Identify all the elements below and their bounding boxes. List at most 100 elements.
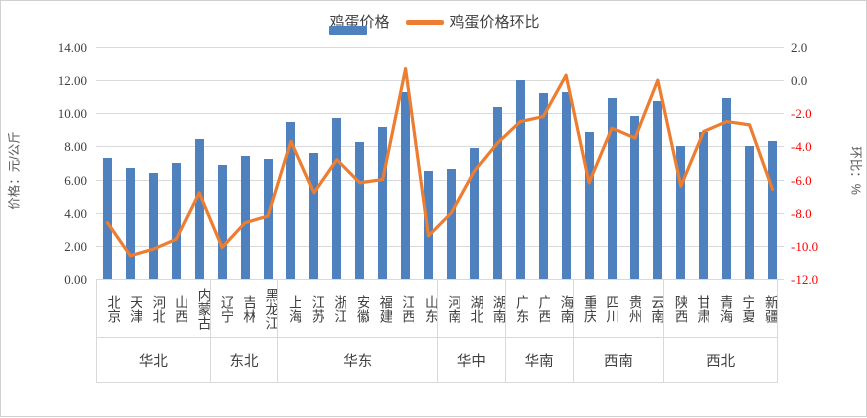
bar	[286, 121, 296, 279]
region-group: 重庆 四川 贵州 云南 西南	[572, 279, 665, 383]
bar	[607, 98, 617, 279]
bar	[584, 132, 594, 279]
province-label: 福建	[377, 295, 392, 323]
region-group: 北京 天津 河北 山西 内蒙古 华北	[96, 279, 211, 383]
gridline	[96, 47, 784, 48]
province-row: 辽宁 吉林 黑龙江	[210, 279, 278, 338]
region-group: 辽宁 吉林 黑龙江 东北	[209, 279, 279, 383]
bar	[676, 146, 686, 279]
region-group: 广东 广西 海南 华南	[504, 279, 574, 383]
province-label: 湖南	[490, 295, 505, 323]
province-label: 北京	[105, 295, 120, 323]
gridline	[96, 212, 784, 214]
y-axis-right-tick-label: -10.0	[791, 238, 819, 254]
bar-series	[96, 47, 784, 279]
province-label: 安徽	[355, 295, 370, 323]
y-axis-right-tick-label: -2.0	[791, 106, 812, 122]
province-label: 江西	[400, 295, 415, 323]
bar	[194, 138, 204, 279]
bar	[171, 163, 181, 279]
bar	[148, 172, 158, 279]
y-axis-left-tick-label: 2.00	[64, 238, 87, 254]
bar	[561, 91, 571, 279]
province-label: 陕西	[672, 295, 687, 323]
y-axis-right-ticks: 2.0 0.0 -2.0 -4.0 -6.0 -8.0 -10.0 -12.0	[791, 1, 851, 418]
province-label: 黑龙江	[263, 288, 278, 330]
bar	[263, 158, 273, 279]
bar	[722, 98, 732, 279]
y-axis-left-tick-label: 4.00	[64, 205, 87, 221]
gridline	[96, 146, 784, 148]
province-label: 天津	[128, 295, 143, 323]
province-label: 山西	[173, 295, 188, 323]
bar	[492, 106, 502, 279]
y-axis-left-title: 价格：元/公斤	[7, 131, 22, 210]
y-axis-right-tick-label: -12.0	[791, 272, 819, 287]
province-label: 广东	[514, 295, 529, 323]
bar	[125, 167, 135, 279]
region-label: 华东	[278, 338, 437, 383]
province-label: 湖北	[468, 295, 483, 323]
line-path	[105, 66, 775, 258]
province-label: 河南	[446, 295, 461, 323]
bar	[699, 131, 709, 279]
province-label: 重庆	[582, 295, 596, 323]
region-label: 华中	[437, 338, 505, 383]
province-label: 贵州	[626, 295, 641, 323]
gridline	[96, 113, 784, 115]
province-label: 内蒙古	[195, 288, 210, 330]
province-label: 上海	[287, 295, 302, 323]
region-label: 东北	[210, 338, 278, 383]
legend-label-line: 鸡蛋价格环比	[449, 13, 540, 31]
y-axis-left-ticks: 14.00 12.00 10.00 8.00 6.00 4.00 2.00 0.00	[21, 1, 87, 418]
legend-swatch-line-icon	[405, 19, 444, 25]
province-row: 河南 湖北 湖南	[437, 279, 505, 338]
province-row: 陕西 甘肃 青海 宁夏 新疆	[664, 279, 777, 338]
bar	[355, 142, 365, 279]
bar	[401, 91, 411, 279]
province-label: 辽宁	[218, 295, 233, 323]
bar	[332, 118, 342, 279]
region-group: 河南 湖北 湖南 华中	[436, 279, 506, 383]
gridline	[96, 279, 784, 280]
y-axis-left-tick-label: 0.00	[64, 272, 87, 287]
bar	[102, 158, 112, 279]
y-axis-right-tick-label: -6.0	[791, 172, 812, 188]
bar	[653, 100, 663, 279]
province-row: 北京 天津 河北 山西 内蒙古	[97, 279, 210, 338]
y-axis-left-tick-label: 10.00	[57, 106, 87, 122]
legend-item-bar[interactable]: 鸡蛋价格	[329, 13, 390, 35]
bar	[309, 153, 319, 279]
bar	[240, 156, 250, 279]
bar	[446, 168, 456, 279]
plot-area	[96, 47, 784, 280]
y-axis-left-tick-label: 6.00	[64, 172, 87, 188]
province-label: 宁夏	[740, 295, 755, 323]
region-group: 陕西 甘肃 青海 宁夏 新疆 西北	[663, 279, 778, 383]
gridline	[96, 245, 784, 247]
province-label: 云南	[649, 295, 664, 323]
legend-label-bar: 鸡蛋价格	[329, 13, 390, 31]
province-label: 河北	[150, 295, 165, 323]
province-label: 山东	[422, 295, 437, 323]
region-label: 西北	[664, 338, 777, 383]
legend-item-line[interactable]: 鸡蛋价格环比	[405, 13, 540, 31]
legend-swatch-bar-icon	[329, 26, 368, 35]
y-axis-left-tick-label: 8.00	[64, 139, 87, 155]
line-series	[105, 66, 775, 258]
bar	[630, 115, 640, 279]
y-axis-right-tick-label: -4.0	[791, 139, 812, 155]
gridline	[96, 80, 784, 82]
y-axis-right-tick-label: -8.0	[791, 205, 812, 221]
chart-legend: 鸡蛋价格 鸡蛋价格环比	[1, 9, 867, 35]
region-group: 上海 江苏 浙江 安徽 福建 江西 山东 华东	[277, 279, 438, 383]
province-label: 甘肃	[695, 295, 710, 323]
bar	[745, 145, 755, 279]
province-label: 四川	[604, 295, 619, 323]
province-label: 海南	[558, 295, 573, 323]
province-label: 江苏	[309, 295, 324, 323]
bar	[515, 80, 525, 279]
category-axis: 北京 天津 河北 山西 内蒙古 华北 辽宁 吉林 黑龙江 东北 上海 江苏 浙江 安徽 福建 江西 山东 华东 河南…	[96, 279, 784, 383]
y-axis-left-tick-label: 12.00	[57, 73, 87, 89]
